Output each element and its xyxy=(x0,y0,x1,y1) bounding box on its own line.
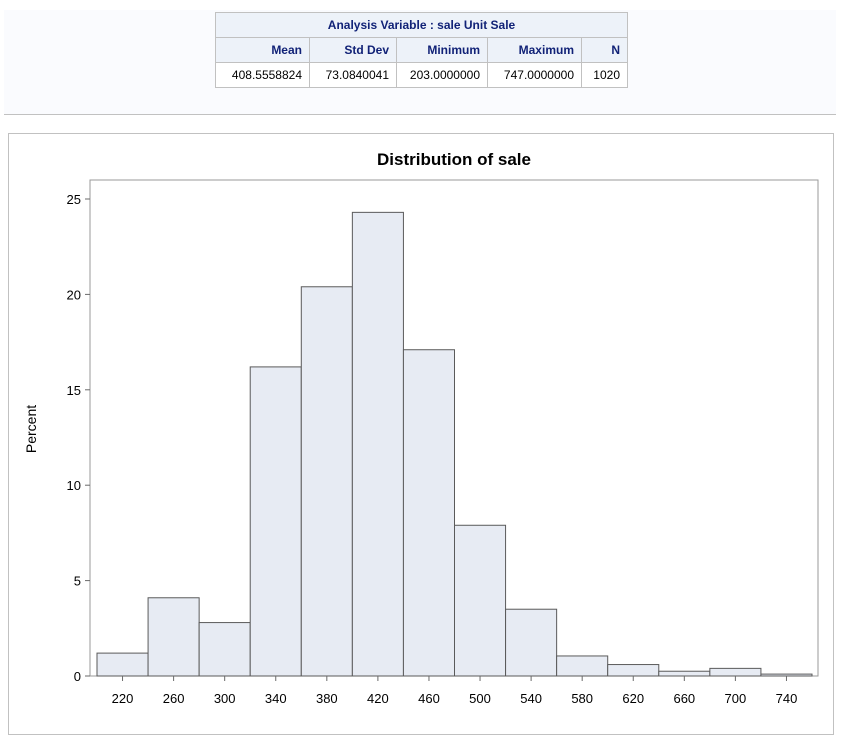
x-tick-label: 620 xyxy=(622,691,644,706)
histogram-bar xyxy=(556,655,609,677)
histogram-bar xyxy=(454,524,507,677)
x-tick-label: 700 xyxy=(725,691,747,706)
table-row: 408.5558824 73.0840041 203.0000000 747.0… xyxy=(215,62,628,88)
x-tick-label: 580 xyxy=(571,691,593,706)
y-tick-label: 20 xyxy=(67,287,81,302)
x-tick-label: 420 xyxy=(367,691,389,706)
value-minimum: 203.0000000 xyxy=(396,62,488,88)
x-tick-label: 540 xyxy=(520,691,542,706)
y-tick-label: 15 xyxy=(67,383,81,398)
table-caption: Analysis Variable : sale Unit Sale xyxy=(215,12,628,38)
value-n: 1020 xyxy=(581,62,628,88)
histogram-bar xyxy=(505,608,558,677)
header-minimum: Minimum xyxy=(396,37,488,63)
value-mean: 408.5558824 xyxy=(215,62,310,88)
y-axis: 0 5 10 15 20 25 xyxy=(67,192,90,684)
x-tick-label: 380 xyxy=(316,691,338,706)
histogram-bar xyxy=(300,286,353,677)
table-caption-row: Analysis Variable : sale Unit Sale xyxy=(215,12,628,38)
histogram-bar xyxy=(249,366,302,677)
value-maximum: 747.0000000 xyxy=(487,62,582,88)
y-tick-label: 25 xyxy=(67,192,81,207)
x-tick-label: 300 xyxy=(214,691,236,706)
histogram-bar xyxy=(147,597,200,677)
histogram-bar xyxy=(709,667,762,677)
table-header-row: Mean Std Dev Minimum Maximum N xyxy=(215,37,628,63)
header-mean: Mean xyxy=(215,37,310,63)
x-tick-label: 340 xyxy=(265,691,287,706)
x-tick-label: 260 xyxy=(163,691,185,706)
histogram-bar xyxy=(198,622,251,677)
x-tick-label: 220 xyxy=(112,691,134,706)
header-n: N xyxy=(581,37,628,63)
y-tick-label: 10 xyxy=(67,478,81,493)
histogram-bar xyxy=(402,349,455,677)
histogram-bars xyxy=(96,211,813,677)
section-divider xyxy=(4,114,836,115)
summary-statistics-table: Analysis Variable : sale Unit Sale Mean … xyxy=(215,12,628,88)
histogram-bar xyxy=(760,673,813,677)
histogram-chart: Distribution of sale Percent 0510152025 … xyxy=(23,150,819,706)
histogram-bar xyxy=(96,652,149,677)
header-maximum: Maximum xyxy=(487,37,582,63)
y-tick-label: 5 xyxy=(74,574,81,589)
x-axis: 220 260 300 340 380 420 460 500 540 580 620 660 700 7… xyxy=(112,676,798,706)
histogram-bar xyxy=(607,664,660,677)
y-tick-label: 0 xyxy=(74,669,81,684)
y-axis-label: Percent xyxy=(23,405,39,453)
histogram-bar xyxy=(658,670,711,677)
x-tick-label: 500 xyxy=(469,691,491,706)
value-std-dev: 73.0840041 xyxy=(309,62,397,88)
x-tick-label: 740 xyxy=(776,691,798,706)
chart-title: Distribution of sale xyxy=(377,150,531,169)
histogram-bar xyxy=(351,211,404,677)
x-tick-label: 460 xyxy=(418,691,440,706)
x-tick-label: 660 xyxy=(673,691,695,706)
